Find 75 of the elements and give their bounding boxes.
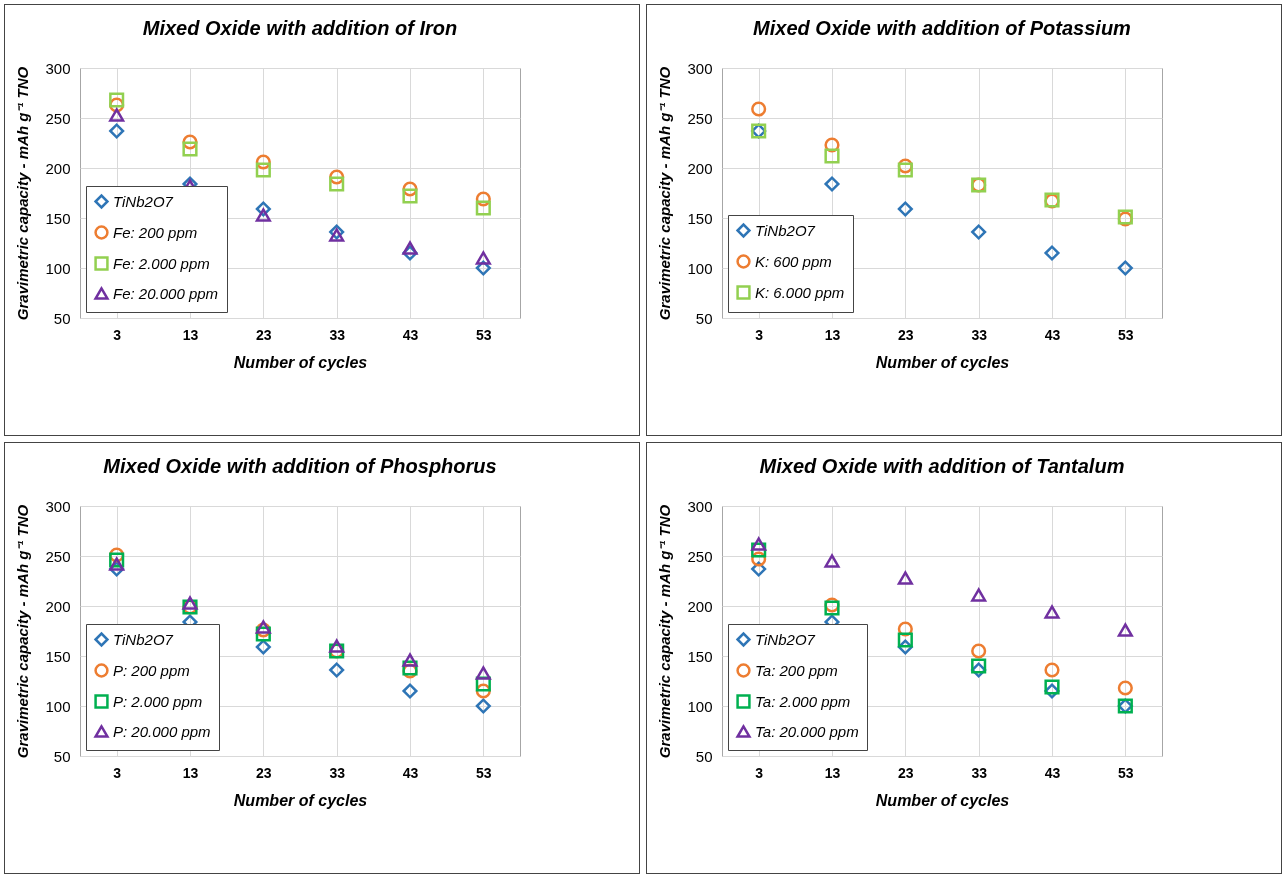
x-tick-label: 43 [402, 326, 419, 343]
x-tick-label: 33 [971, 764, 988, 781]
legend-label: Fe: 20.000 ppm [113, 284, 219, 302]
y-tick-label: 150 [45, 209, 71, 227]
x-tick-label: 43 [402, 764, 419, 781]
legend-label: Ta: 200 ppm [755, 661, 838, 679]
x-tick-label: 23 [898, 764, 914, 781]
y-tick-label: 200 [687, 159, 713, 177]
x-tick-label: 33 [329, 326, 346, 343]
x-tick-label: 13 [824, 326, 841, 343]
y-tick-label: 200 [687, 597, 713, 615]
y-tick-label: 100 [687, 697, 713, 715]
y-axis-title: Gravimetric capacity - mAh g⁻¹ TNO [656, 504, 674, 759]
x-tick-label: 13 [824, 764, 841, 781]
x-axis-title: Number of cycles [875, 791, 1010, 809]
x-tick-label: 23 [256, 326, 272, 343]
legend-label: P: 20.000 ppm [113, 722, 211, 740]
y-tick-label: 300 [45, 497, 71, 515]
y-tick-label: 50 [695, 309, 713, 327]
chart-title: Mixed Oxide with addition of Iron [142, 17, 458, 39]
y-tick-label: 200 [45, 159, 71, 177]
legend-label: P: 2.000 ppm [113, 692, 203, 710]
legend-label: K: 6.000 ppm [755, 283, 845, 301]
y-tick-label: 100 [45, 697, 71, 715]
y-tick-label: 50 [53, 309, 71, 327]
x-tick-label: 3 [755, 764, 764, 781]
legend-label: P: 200 ppm [113, 661, 190, 679]
chart-title: Mixed Oxide with addition of Phosphorus [103, 455, 497, 477]
legend-label: K: 600 ppm [755, 252, 832, 270]
y-tick-label: 300 [45, 59, 71, 77]
x-tick-label: 43 [1044, 764, 1061, 781]
y-tick-label: 250 [45, 109, 71, 127]
legend-label: Fe: 200 ppm [113, 223, 198, 241]
chart-title: Mixed Oxide with addition of Tantalum [759, 455, 1125, 477]
y-tick-label: 100 [45, 259, 71, 277]
x-tick-label: 53 [1118, 326, 1134, 343]
x-tick-label: 53 [1118, 764, 1134, 781]
x-tick-label: 3 [113, 764, 122, 781]
x-tick-label: 33 [971, 326, 988, 343]
y-axis-title: Gravimetric capacity - mAh g⁻¹ TNO [14, 66, 32, 321]
legend-label: TiNb2O7 [113, 630, 174, 648]
x-tick-label: 23 [898, 326, 914, 343]
x-axis-title: Number of cycles [875, 353, 1010, 371]
y-tick-label: 100 [687, 259, 713, 277]
x-axis-title: Number of cycles [233, 791, 368, 809]
y-axis-title: Gravimetric capacity - mAh g⁻¹ TNO [656, 66, 674, 321]
y-axis-title: Gravimetric capacity - mAh g⁻¹ TNO [14, 504, 32, 759]
legend-label: TiNb2O7 [113, 192, 174, 210]
legend-label: Ta: 20.000 ppm [755, 722, 859, 740]
y-tick-label: 50 [695, 747, 713, 765]
y-tick-label: 250 [687, 547, 713, 565]
x-tick-label: 33 [329, 764, 346, 781]
y-tick-label: 250 [45, 547, 71, 565]
x-tick-label: 53 [476, 326, 492, 343]
x-tick-label: 23 [256, 764, 272, 781]
chart-title: Mixed Oxide with addition of Potassium [753, 17, 1131, 39]
legend-label: TiNb2O7 [755, 221, 816, 239]
x-tick-label: 13 [182, 764, 199, 781]
legend-label: Fe: 2.000 ppm [113, 254, 210, 272]
y-tick-label: 50 [53, 747, 71, 765]
y-tick-label: 150 [687, 209, 713, 227]
y-tick-label: 200 [45, 597, 71, 615]
legend-label: TiNb2O7 [755, 630, 816, 648]
y-tick-label: 150 [687, 647, 713, 665]
x-axis-title: Number of cycles [233, 353, 368, 371]
x-tick-label: 53 [476, 764, 492, 781]
y-tick-label: 250 [687, 109, 713, 127]
x-tick-label: 43 [1044, 326, 1061, 343]
y-tick-label: 300 [687, 59, 713, 77]
y-tick-label: 150 [45, 647, 71, 665]
y-tick-label: 300 [687, 497, 713, 515]
x-tick-label: 3 [755, 326, 764, 343]
x-tick-label: 3 [113, 326, 122, 343]
x-tick-label: 13 [182, 326, 199, 343]
legend-label: Ta: 2.000 ppm [755, 692, 851, 710]
